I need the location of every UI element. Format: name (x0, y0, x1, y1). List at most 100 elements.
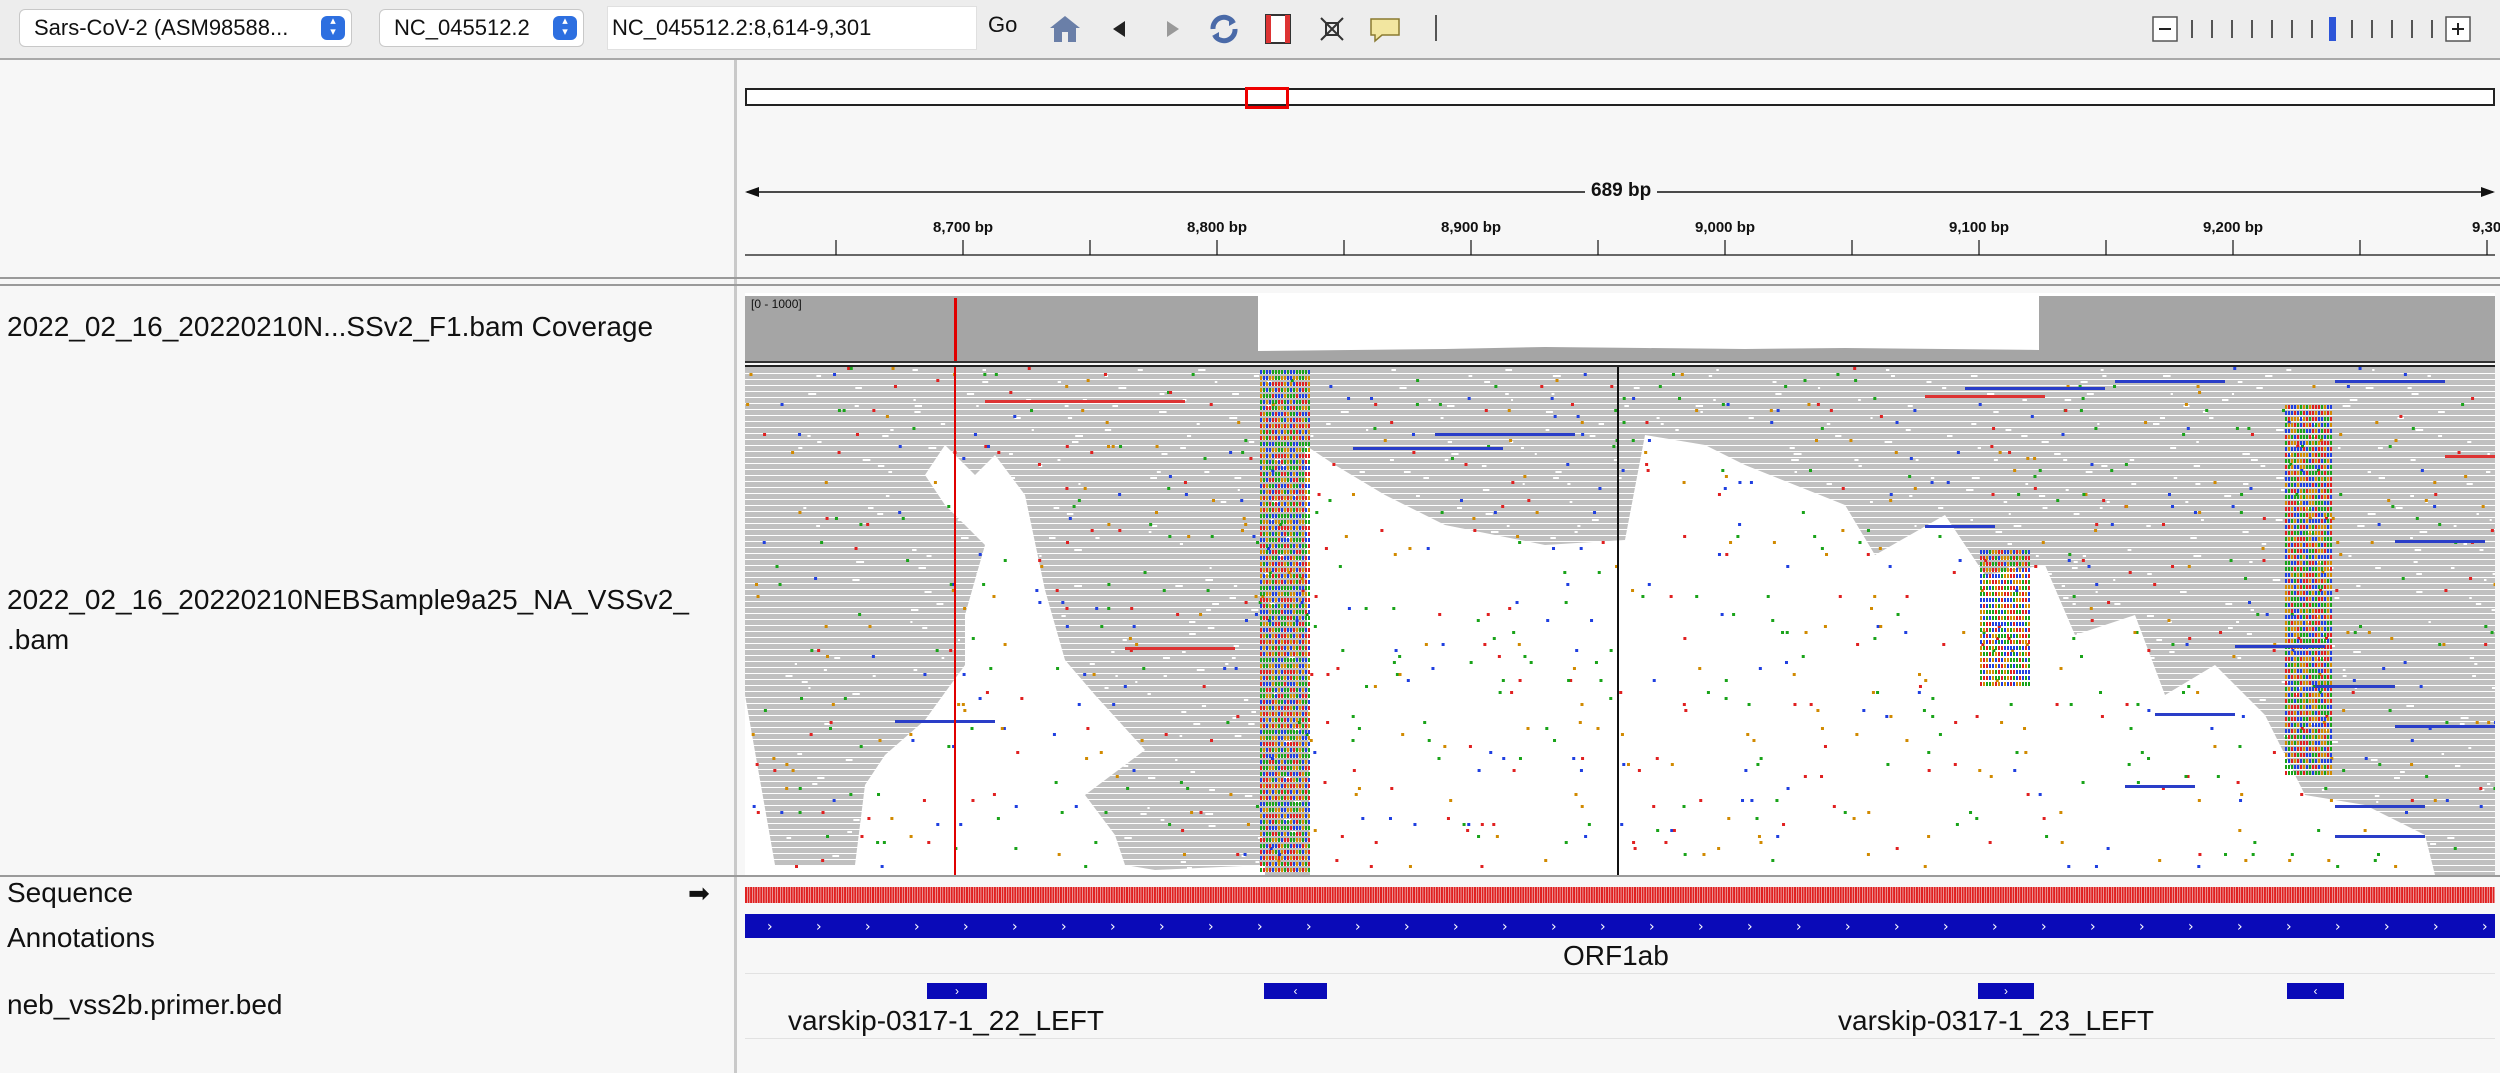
read-gap (1695, 405, 1704, 407)
variant-base (2330, 729, 2332, 733)
coverage-track[interactable] (745, 293, 2495, 363)
variant-base (1296, 850, 1298, 854)
read-gap (1666, 537, 1670, 539)
alignment-track[interactable] (745, 365, 2495, 875)
name-panel-divider[interactable] (734, 60, 737, 1073)
variant-base (1263, 856, 1265, 860)
sequence-base (1207, 887, 1210, 903)
sequence-base (1034, 887, 1037, 903)
back-icon[interactable] (1101, 10, 1139, 48)
variant-base (2321, 723, 2323, 727)
variant-base (2010, 586, 2012, 590)
variant-base (2303, 585, 2305, 589)
strand-arrow-icon[interactable]: ➡ (688, 878, 710, 908)
variant-base (2303, 435, 2305, 439)
variant-base (1278, 844, 1280, 848)
mismatch-base (2224, 853, 2228, 856)
mismatch-base (1511, 481, 1515, 484)
variant-base (2294, 549, 2296, 553)
variant-base (1305, 496, 1307, 500)
chromosome-dropdown[interactable]: NC_045512.2 ▴ ▾ (379, 9, 584, 47)
read-gap (1381, 555, 1387, 557)
variant-base (1305, 370, 1307, 374)
variant-base (2288, 465, 2290, 469)
genome-dropdown[interactable]: Sars-CoV-2 (ASM98588... ▴ ▾ (19, 9, 352, 47)
variant-base (2010, 604, 2012, 608)
read-gap (2438, 435, 2443, 437)
read-gap (1198, 369, 1206, 371)
variant-base (1281, 808, 1283, 812)
variant-base (2004, 670, 2006, 674)
variant-base (2309, 555, 2311, 559)
variant-base (1290, 676, 1292, 680)
mismatch-base (2184, 775, 2188, 778)
variant-base (1296, 442, 1298, 446)
variant-base (2315, 693, 2317, 697)
variant-base (2330, 573, 2332, 577)
variant-base (1302, 868, 1304, 872)
variant-base (1299, 652, 1301, 656)
sequence-track-name[interactable]: Sequence (7, 877, 134, 908)
variant-base (1272, 634, 1274, 638)
variant-base (2303, 687, 2305, 691)
variant-base (2004, 592, 2006, 596)
forward-icon[interactable] (1153, 10, 1191, 48)
sequence-track[interactable] (745, 885, 2495, 905)
variant-base (1275, 712, 1277, 716)
sequence-base (1105, 887, 1108, 903)
read-gap (1444, 459, 1449, 461)
bam-track-name[interactable]: 2022_02_16_20220210NEBSample9a25_NA_VSSv… (7, 580, 689, 660)
read-gap (2387, 831, 2392, 833)
variant-base (2324, 639, 2326, 643)
sequence-base (833, 887, 836, 903)
zoom-slider[interactable] (2152, 14, 2472, 44)
variant-base (1293, 556, 1295, 560)
fit-to-window-icon[interactable] (1313, 10, 1351, 48)
refresh-icon[interactable] (1205, 10, 1243, 48)
read-gap (1340, 411, 1349, 413)
variant-base (2300, 651, 2302, 655)
variant-base (1275, 694, 1277, 698)
read-gap (1781, 801, 1788, 803)
mismatch-base (2042, 817, 2046, 820)
mismatch-base (2353, 631, 2357, 634)
mismatch-base (1996, 637, 2000, 640)
read-gap (2293, 693, 2299, 695)
variant-base (1296, 616, 1298, 620)
mismatch-base (2196, 385, 2200, 388)
variant-base (1296, 490, 1298, 494)
variant-base (1308, 772, 1310, 776)
read-gap (966, 717, 973, 719)
read-gap (1041, 651, 1048, 653)
mismatch-base (1176, 613, 1180, 616)
sequence-base (800, 887, 803, 903)
mismatch-base (2301, 445, 2305, 448)
region-of-interest-icon[interactable] (1259, 10, 1297, 48)
variant-base (1983, 634, 1985, 638)
read-gap (1598, 423, 1605, 425)
mismatch-base (1570, 403, 1574, 406)
read-gap (1555, 657, 1561, 659)
mismatch-base (1518, 679, 1522, 682)
variant-base (1995, 676, 1997, 680)
locus-input[interactable]: NC_045512.2:8,614-9,301 (607, 6, 977, 50)
chromosome-ideogram[interactable] (745, 88, 2495, 106)
coverage-track-name[interactable]: 2022_02_16_20220210N...SSv2_F1.bam Cover… (7, 311, 654, 342)
variant-base (1269, 742, 1271, 746)
mismatch-base (978, 697, 982, 700)
read-gap (1234, 873, 1237, 875)
read-gap (1709, 465, 1715, 467)
variant-base (1308, 550, 1310, 554)
go-button[interactable]: Go (988, 12, 1018, 37)
home-icon[interactable] (1046, 10, 1084, 48)
popup-info-icon[interactable] (1366, 10, 1404, 48)
read-gap (968, 837, 974, 839)
variant-base (2007, 634, 2009, 638)
sequence-base (1110, 887, 1113, 903)
read-gap (1186, 867, 1192, 869)
row-separator (745, 373, 2495, 374)
variant-base (1302, 772, 1304, 776)
read-gap (1551, 393, 1555, 395)
variant-base (2327, 621, 2329, 625)
read-gap (2291, 777, 2294, 779)
